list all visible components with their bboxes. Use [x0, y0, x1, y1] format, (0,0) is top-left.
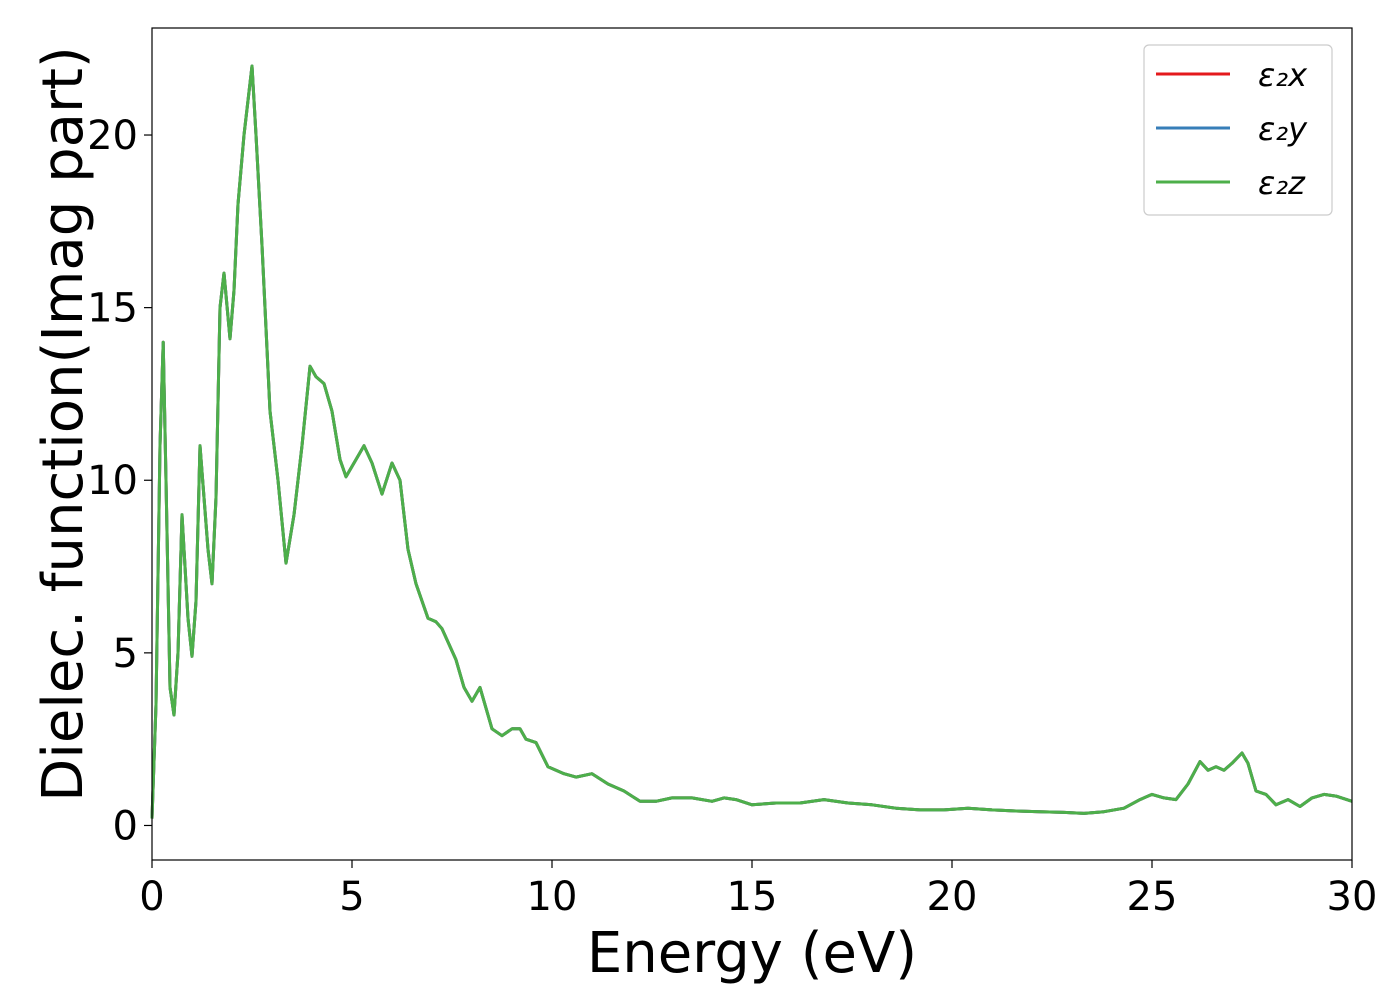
x-axis-ticks: 0 5 10 15 20 25 30: [139, 860, 1377, 920]
series-layer: [150, 64, 1353, 819]
x-tick-label: 0: [139, 874, 164, 920]
legend-label-1: ε₂x: [1258, 56, 1308, 94]
y-tick-label: 10: [87, 458, 138, 504]
series-line-3: [150, 64, 1353, 819]
legend: ε₂x ε₂y ε₂z: [1143, 44, 1333, 216]
y-tick-label: 0: [113, 803, 138, 849]
y-axis-label: Dielec. function(Imag part): [31, 46, 96, 802]
legend-box: [1143, 44, 1333, 216]
x-tick-label: 20: [927, 874, 978, 920]
x-tick-label: 10: [527, 874, 578, 920]
y-axis-ticks: 0 5 10 15 20: [87, 113, 152, 849]
y-tick-label: 15: [87, 286, 138, 332]
x-tick-label: 5: [339, 874, 364, 920]
x-tick-label: 15: [727, 874, 778, 920]
x-tick-label: 25: [1127, 874, 1178, 920]
x-axis-label: Energy (eV): [587, 921, 917, 986]
x-tick-label: 30: [1327, 874, 1378, 920]
y-tick-label: 5: [113, 631, 138, 677]
legend-label-3: ε₂z: [1258, 164, 1306, 202]
legend-label-2: ε₂y: [1258, 110, 1308, 148]
y-tick-label: 20: [87, 113, 138, 159]
